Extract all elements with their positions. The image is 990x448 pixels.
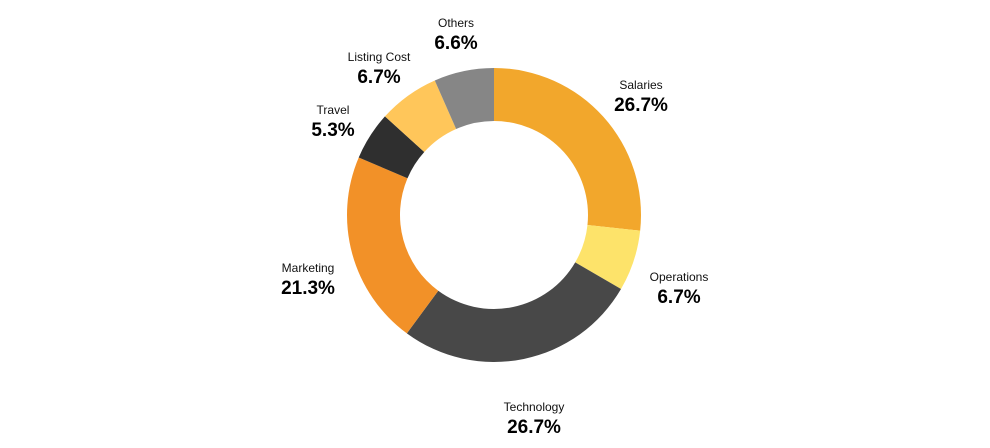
slice-travel [358,116,425,179]
slice-label-salaries: Salaries [619,78,662,92]
slice-value-operations: 6.7% [657,287,700,308]
slice-label-travel: Travel [317,103,350,117]
slice-salaries [494,68,641,231]
slice-listing-cost [384,80,457,152]
slice-labels: Salaries 26.7% Operations 6.7% Technology 26.… [281,16,708,438]
slice-value-salaries: 26.7% [614,95,668,116]
slice-value-others: 6.6% [434,33,477,54]
slice-value-listing-cost: 6.7% [357,67,400,88]
slice-label-marketing: Marketing [282,261,335,275]
slice-label-technology: Technology [504,400,565,414]
slice-value-marketing: 21.3% [281,278,335,299]
slice-label-others: Others [438,16,474,30]
slice-operations [575,225,641,290]
slice-technology [406,262,621,363]
slice-label-listing-cost: Listing Cost [348,50,411,64]
slice-value-technology: 26.7% [507,417,561,438]
slice-value-travel: 5.3% [311,120,354,141]
slice-marketing [347,157,439,334]
donut-slices [347,68,641,363]
slice-others [434,68,494,129]
slice-label-operations: Operations [650,270,709,284]
